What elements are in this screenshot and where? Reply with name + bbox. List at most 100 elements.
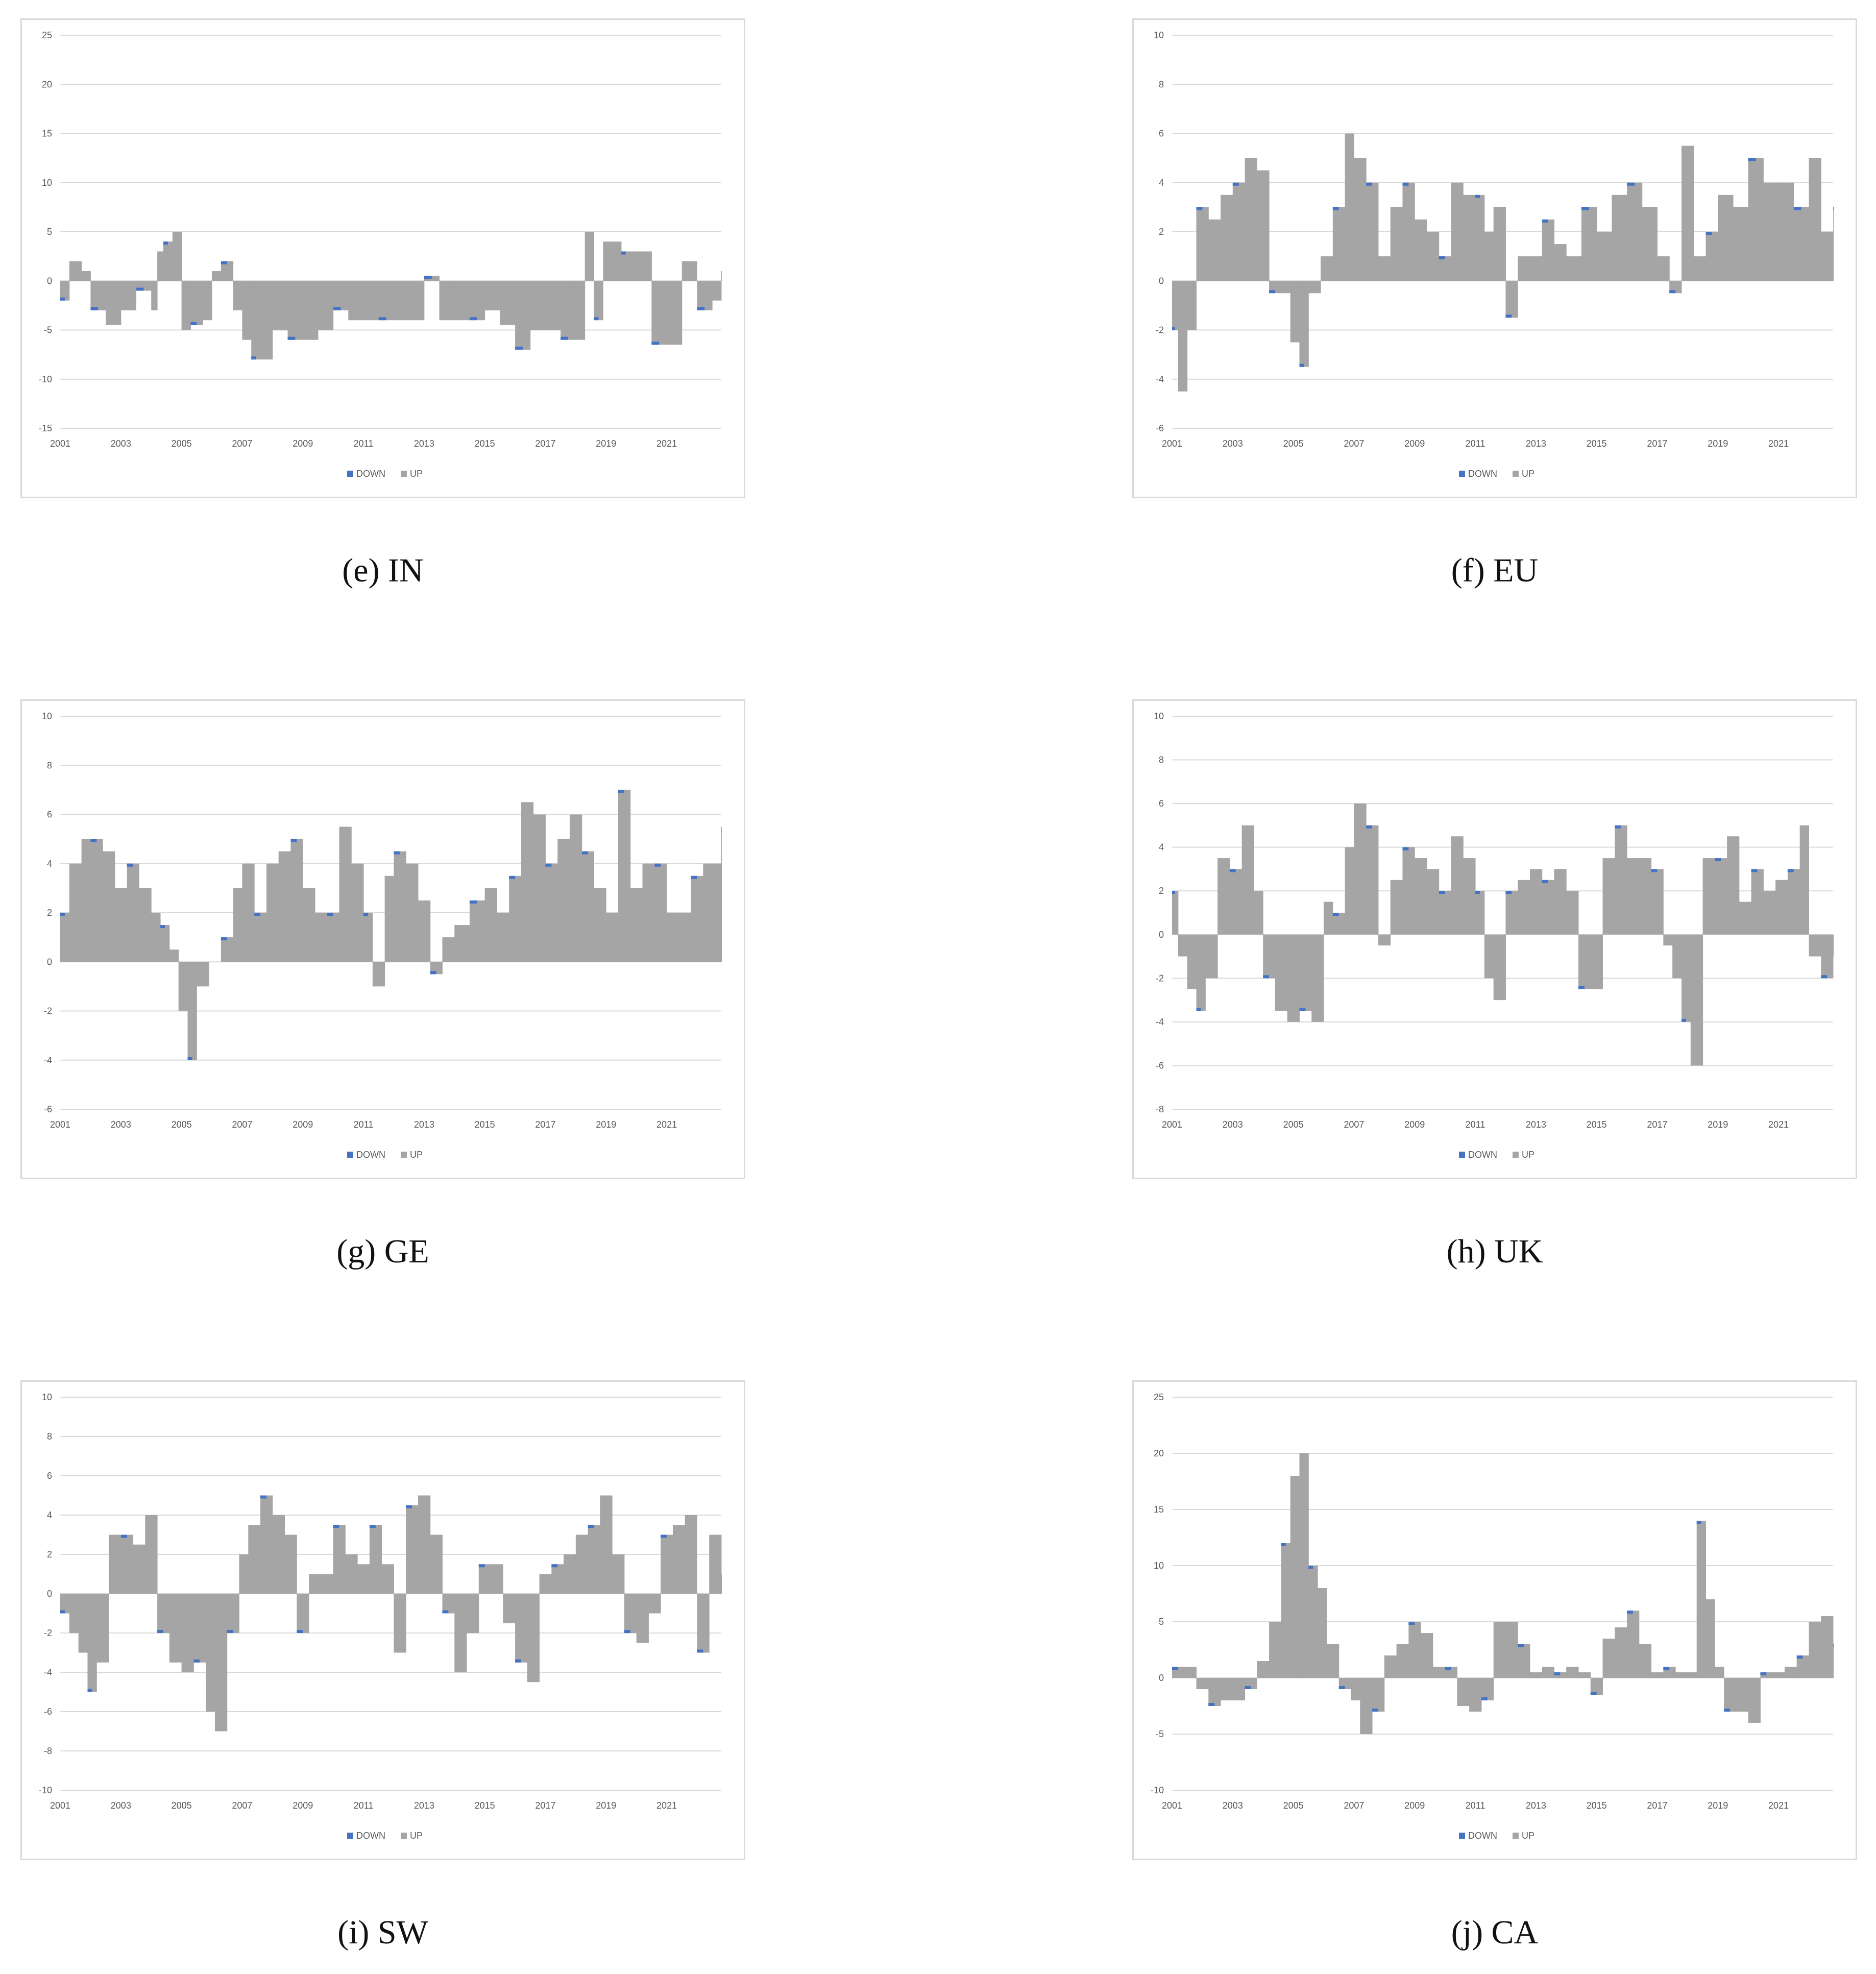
area-segment xyxy=(378,281,394,321)
area-segment xyxy=(1529,256,1543,281)
area-segment xyxy=(1627,858,1640,935)
x-tick-label: 2003 xyxy=(1223,1800,1243,1811)
area-segment xyxy=(127,863,139,962)
area-segment xyxy=(1809,934,1821,957)
area-segment xyxy=(1281,281,1291,294)
area-segment xyxy=(721,1574,722,1594)
down-segment xyxy=(1554,1672,1561,1675)
down-segment xyxy=(1796,1655,1803,1659)
area-segment xyxy=(1221,194,1233,281)
area-segment xyxy=(569,814,582,962)
legend-swatch-down xyxy=(1459,1152,1465,1158)
down-segment xyxy=(1208,1703,1215,1706)
down-segment xyxy=(287,336,296,340)
down-segment xyxy=(1505,314,1512,318)
area-segment xyxy=(394,1594,406,1653)
area-segment xyxy=(478,1564,492,1594)
area-segment xyxy=(1245,158,1257,281)
area-segment xyxy=(1751,869,1764,935)
area-segment xyxy=(278,851,291,962)
area-segment xyxy=(581,851,595,962)
area-segment xyxy=(90,281,106,310)
down-segment xyxy=(1402,182,1409,186)
area-segment xyxy=(1529,869,1543,935)
area-segment xyxy=(1351,1678,1360,1700)
area-segment xyxy=(1642,207,1658,281)
area-segment xyxy=(1715,1667,1724,1678)
area-segment xyxy=(69,863,82,962)
chart-panel-h-uk: 10 8 6 4 2 0 -2 -4 -6 -8 2001 2003 2005 2007 2009 2011 2… xyxy=(1132,699,1857,1179)
area-segment xyxy=(697,1594,710,1653)
down-segment xyxy=(1627,1611,1633,1614)
legend-label-up: UP xyxy=(1522,1150,1534,1160)
area-segment xyxy=(1736,1678,1749,1712)
area-segment xyxy=(721,826,722,962)
down-segment xyxy=(363,913,368,916)
area-segment xyxy=(394,851,406,962)
area-segment xyxy=(594,281,603,321)
area-segment xyxy=(394,281,409,321)
area-segment xyxy=(114,888,128,962)
x-tick-label: 2015 xyxy=(475,1119,495,1130)
area-segment xyxy=(1287,934,1300,1022)
y-tick-label: -8 xyxy=(44,1746,52,1756)
area-segment xyxy=(1205,934,1218,979)
down-segment xyxy=(1338,1686,1345,1689)
area-segment xyxy=(1308,1566,1318,1678)
area-segment xyxy=(1390,880,1403,935)
area-segment xyxy=(672,1525,686,1594)
chart-panel-g-ge: 10 8 6 4 2 0 -2 -4 -6 2001 2003 2005 2007 2009 2011 201… xyxy=(20,699,745,1179)
area-segment xyxy=(594,888,606,962)
x-tick-label: 2019 xyxy=(596,438,616,449)
area-segment xyxy=(1232,1678,1246,1700)
area-segment xyxy=(1518,1644,1530,1678)
down-segment xyxy=(1439,891,1445,894)
area-segment xyxy=(1681,934,1691,1022)
area-segment xyxy=(251,281,261,360)
area-segment xyxy=(133,1544,145,1594)
area-segment xyxy=(1421,1633,1433,1678)
y-tick-label: -5 xyxy=(1156,1729,1164,1739)
y-tick-label: -10 xyxy=(39,374,52,384)
area-segment xyxy=(1809,1622,1821,1678)
area-segment xyxy=(500,281,516,325)
area-segment xyxy=(145,1515,158,1594)
area-segment xyxy=(1354,803,1367,935)
down-segment xyxy=(1706,232,1712,235)
down-segment xyxy=(157,1630,163,1633)
down-segment xyxy=(1793,207,1801,210)
y-tick-label: 10 xyxy=(1154,30,1164,40)
area-segment xyxy=(1396,1644,1409,1678)
y-tick-label: 4 xyxy=(47,1510,52,1520)
down-segment xyxy=(333,307,341,310)
area-segment xyxy=(81,839,91,962)
area-segment xyxy=(1542,880,1554,935)
down-segment xyxy=(193,1659,200,1663)
area-segment xyxy=(667,913,679,962)
down-segment xyxy=(260,1495,266,1499)
area-segment xyxy=(1172,891,1179,935)
chart-svg-g-ge: 10 8 6 4 2 0 -2 -4 -6 2001 2003 2005 2007 2009 2011 201… xyxy=(42,711,722,1160)
area-segment xyxy=(309,1574,322,1594)
down-segment xyxy=(227,1630,233,1633)
area-segment xyxy=(197,962,209,987)
area-segment xyxy=(1439,256,1452,281)
chart-panel-j-ca: 25 20 15 10 5 0 -5 -10 2001 2003 2005 2007 2009 2011 2… xyxy=(1132,1380,1857,1860)
down-segment xyxy=(588,1525,594,1528)
down-segment xyxy=(1366,825,1373,828)
area-segment xyxy=(1254,891,1263,935)
area-segment xyxy=(1715,858,1727,935)
area-segment xyxy=(1390,207,1403,281)
down-segment xyxy=(515,1659,521,1663)
area-segment xyxy=(363,281,379,321)
area-segment xyxy=(1299,934,1312,1011)
area-segment xyxy=(287,281,303,340)
area-segment xyxy=(491,1564,503,1594)
down-segment xyxy=(297,1630,303,1633)
area-segment xyxy=(348,281,364,321)
y-tick-label: 2 xyxy=(47,1549,52,1559)
down-segment xyxy=(1833,1644,1834,1647)
area-segment xyxy=(214,1594,228,1732)
area-segment xyxy=(678,913,692,962)
area-segment xyxy=(333,281,349,310)
